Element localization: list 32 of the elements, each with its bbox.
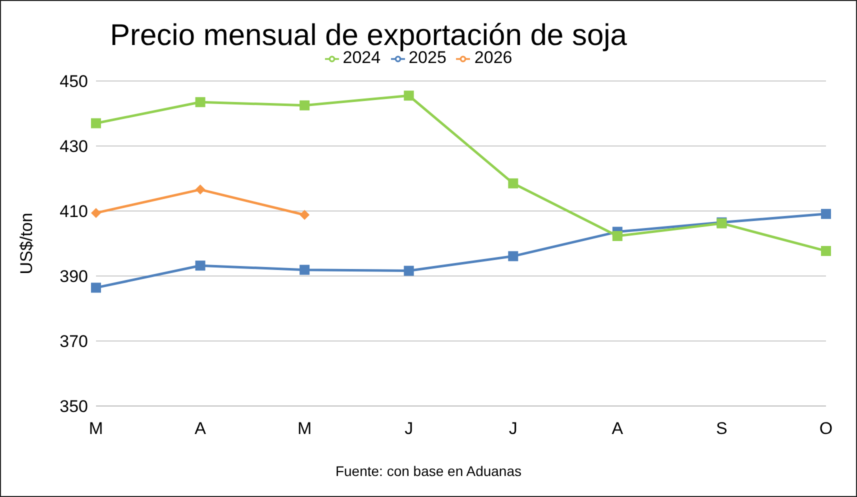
x-tick-label: A	[194, 419, 207, 438]
point	[300, 264, 310, 275]
point	[91, 208, 101, 218]
point	[508, 178, 518, 188]
y-tick-label: 430	[60, 137, 88, 156]
point	[195, 97, 206, 108]
source-note: Fuente: con base en Aduanas	[334, 463, 523, 479]
y-tick-label: 370	[60, 332, 88, 352]
y-tick-label: 350	[60, 397, 88, 416]
x-tick-label: M	[297, 419, 312, 438]
x-tick-label: S	[716, 419, 728, 438]
y-tick-label: 450	[60, 72, 88, 92]
point	[508, 251, 518, 262]
x-tick-label: A	[612, 419, 624, 438]
point	[91, 282, 101, 293]
y-tick-label: 410	[60, 202, 88, 222]
x-tick-label: J	[404, 419, 414, 438]
y-axis-title: US$/ton	[17, 212, 36, 274]
point	[404, 266, 414, 276]
point	[300, 210, 310, 220]
point	[300, 100, 310, 110]
x-tick-label: J	[508, 419, 518, 438]
point	[195, 260, 206, 271]
point	[404, 90, 414, 101]
point	[195, 184, 206, 195]
x-tick-label: O	[819, 419, 833, 438]
y-tick-label: 390	[60, 267, 88, 286]
point	[821, 246, 831, 256]
point	[91, 118, 101, 128]
x-tick-label: M	[88, 419, 104, 438]
point	[821, 208, 831, 219]
point	[612, 231, 622, 242]
